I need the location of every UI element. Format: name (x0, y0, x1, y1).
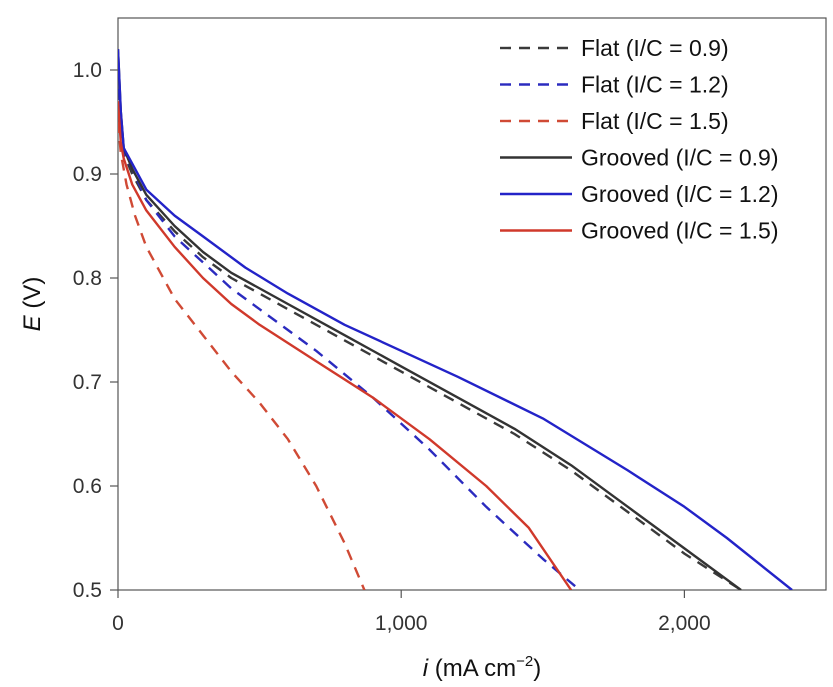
y-axis-title: E (V) (19, 277, 46, 332)
legend-label-6: Grooved (I/C = 1.5) (581, 218, 779, 244)
y-tick-label: 0.8 (73, 267, 102, 290)
x-tick-label: 2,000 (658, 612, 711, 635)
x-tick-label: 1,000 (375, 612, 428, 635)
y-tick-label: 0.7 (73, 371, 102, 394)
series-line-1 (118, 69, 742, 590)
x-axis-title: i (mA cm−2) (423, 653, 541, 682)
legend-label-2: Flat (I/C = 1.2) (581, 72, 729, 98)
legend: Flat (I/C = 0.9) Flat (I/C = 1.2) Flat (I/… (500, 35, 779, 244)
y-tick-label: 0.6 (73, 475, 102, 498)
series-line-6 (118, 101, 573, 590)
legend-label-4: Grooved (I/C = 0.9) (581, 145, 779, 171)
plot-area (117, 17, 827, 591)
y-tick-label: 0.5 (73, 579, 102, 602)
legend-label-3: Flat (I/C = 1.5) (581, 108, 729, 134)
series-line-3 (118, 121, 366, 590)
series-line-2 (118, 69, 581, 590)
x-tick-label: 0 (112, 612, 124, 635)
legend-label-5: Grooved (I/C = 1.2) (581, 181, 779, 207)
series-line-4 (118, 49, 742, 590)
legend-label-1: Flat (I/C = 0.9) (581, 35, 729, 61)
plot-frame (117, 17, 827, 591)
series-line-5 (118, 49, 793, 590)
axes: 0.5 0.6 0.7 0.8 0.9 1.0 0 1,000 2,000 i (mA cm−2)… (19, 59, 711, 682)
y-tick-label: 1.0 (73, 59, 102, 82)
y-tick-label: 0.9 (73, 163, 102, 186)
series-lines (118, 49, 793, 590)
